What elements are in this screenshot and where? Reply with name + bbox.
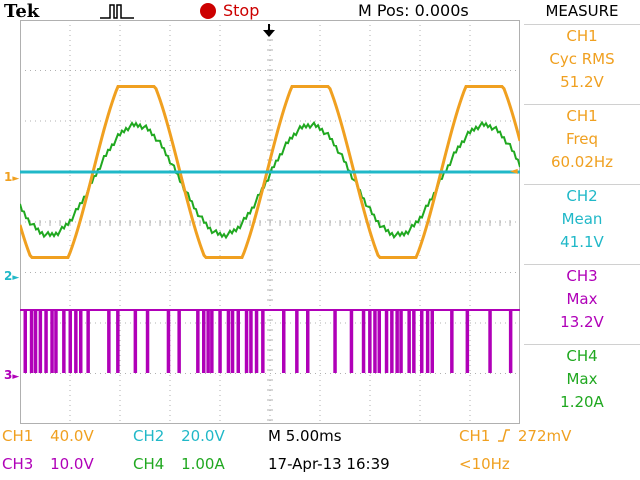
trigger-frequency: <10Hz	[459, 455, 510, 473]
measure-type: Cyc RMS	[549, 50, 615, 68]
horizontal-position: M Pos: 0.000s	[358, 1, 469, 20]
ch1-trigger-level-marker: ◄	[510, 166, 518, 177]
measure-value: 60.02Hz	[550, 153, 614, 171]
rising-edge-icon	[498, 429, 511, 442]
graticule	[20, 20, 520, 424]
ch2-marker-label: 2	[4, 269, 13, 283]
measure-type: Freq	[565, 130, 599, 148]
trigger-level: 272mV	[517, 427, 572, 445]
ch3-label: CH3	[2, 455, 34, 473]
measure-panel: MEASURE CH1 Cyc RMS 51.2V CH1 Freq 60.02…	[524, 0, 640, 424]
ch1-waveform	[20, 85, 520, 259]
measure-item-4[interactable]: CH3 Max 13.2V	[524, 264, 640, 341]
measure-channel: CH2	[566, 187, 598, 205]
ch1-marker-label: 1	[4, 170, 13, 184]
trigger-readout[interactable]: CH1 272mV	[459, 427, 571, 445]
ch2-label: CH2	[133, 427, 165, 445]
trigger-position-icon	[263, 24, 275, 37]
ch2-scale: 20.0V	[181, 427, 225, 445]
measure-item-5[interactable]: CH4 Max 1.20A	[524, 344, 640, 421]
ch3-scale: 10.0V	[50, 455, 94, 473]
brand-logo: Tek	[4, 1, 40, 22]
timebase-readout[interactable]: M 5.00ms	[268, 427, 342, 445]
ch3-marker-label: 3	[4, 368, 13, 382]
measure-item-1[interactable]: CH1 Cyc RMS 51.2V	[524, 24, 640, 101]
acquisition-state[interactable]: Stop	[223, 1, 260, 20]
pulse-icon	[100, 4, 134, 19]
measure-type: Mean	[561, 210, 603, 228]
ch3-scale-readout[interactable]: CH3 10.0V	[2, 455, 94, 473]
measure-value: 51.2V	[560, 73, 604, 91]
measure-channel: CH1	[566, 107, 598, 125]
measure-type: Max	[566, 370, 598, 388]
measure-channel: CH4	[566, 347, 598, 365]
measure-channel: CH1	[566, 27, 598, 45]
measure-value: 13.2V	[560, 313, 604, 331]
stop-indicator-icon	[200, 3, 216, 19]
ch2-scale-readout[interactable]: CH2 20.0V	[133, 427, 225, 445]
ch3-waveform	[20, 309, 520, 373]
ch3-ground-marker[interactable]: 3►	[4, 368, 20, 382]
measure-type: Max	[566, 290, 598, 308]
measure-value: 41.1V	[560, 233, 604, 251]
trigger-source: CH1	[459, 427, 491, 445]
ch4-scale-readout[interactable]: CH4 1.00A	[133, 455, 225, 473]
ch2-ground-marker[interactable]: 2►	[4, 269, 20, 283]
ch4-label: CH4	[133, 455, 165, 473]
ch1-scale-readout[interactable]: CH1 40.0V	[2, 427, 94, 445]
ch4-scale: 1.00A	[181, 455, 225, 473]
ch1-ground-marker[interactable]: 1►	[4, 170, 20, 184]
ch1-scale: 40.0V	[50, 427, 94, 445]
measure-item-2[interactable]: CH1 Freq 60.02Hz	[524, 104, 640, 181]
measure-channel: CH3	[566, 267, 598, 285]
measure-title: MEASURE	[545, 2, 619, 20]
waveform-display[interactable]	[20, 20, 520, 424]
measure-value: 1.20A	[560, 393, 604, 411]
ch1-label: CH1	[2, 427, 34, 445]
date-time: 17-Apr-13 16:39	[268, 455, 390, 473]
measure-item-3[interactable]: CH2 Mean 41.1V	[524, 184, 640, 261]
